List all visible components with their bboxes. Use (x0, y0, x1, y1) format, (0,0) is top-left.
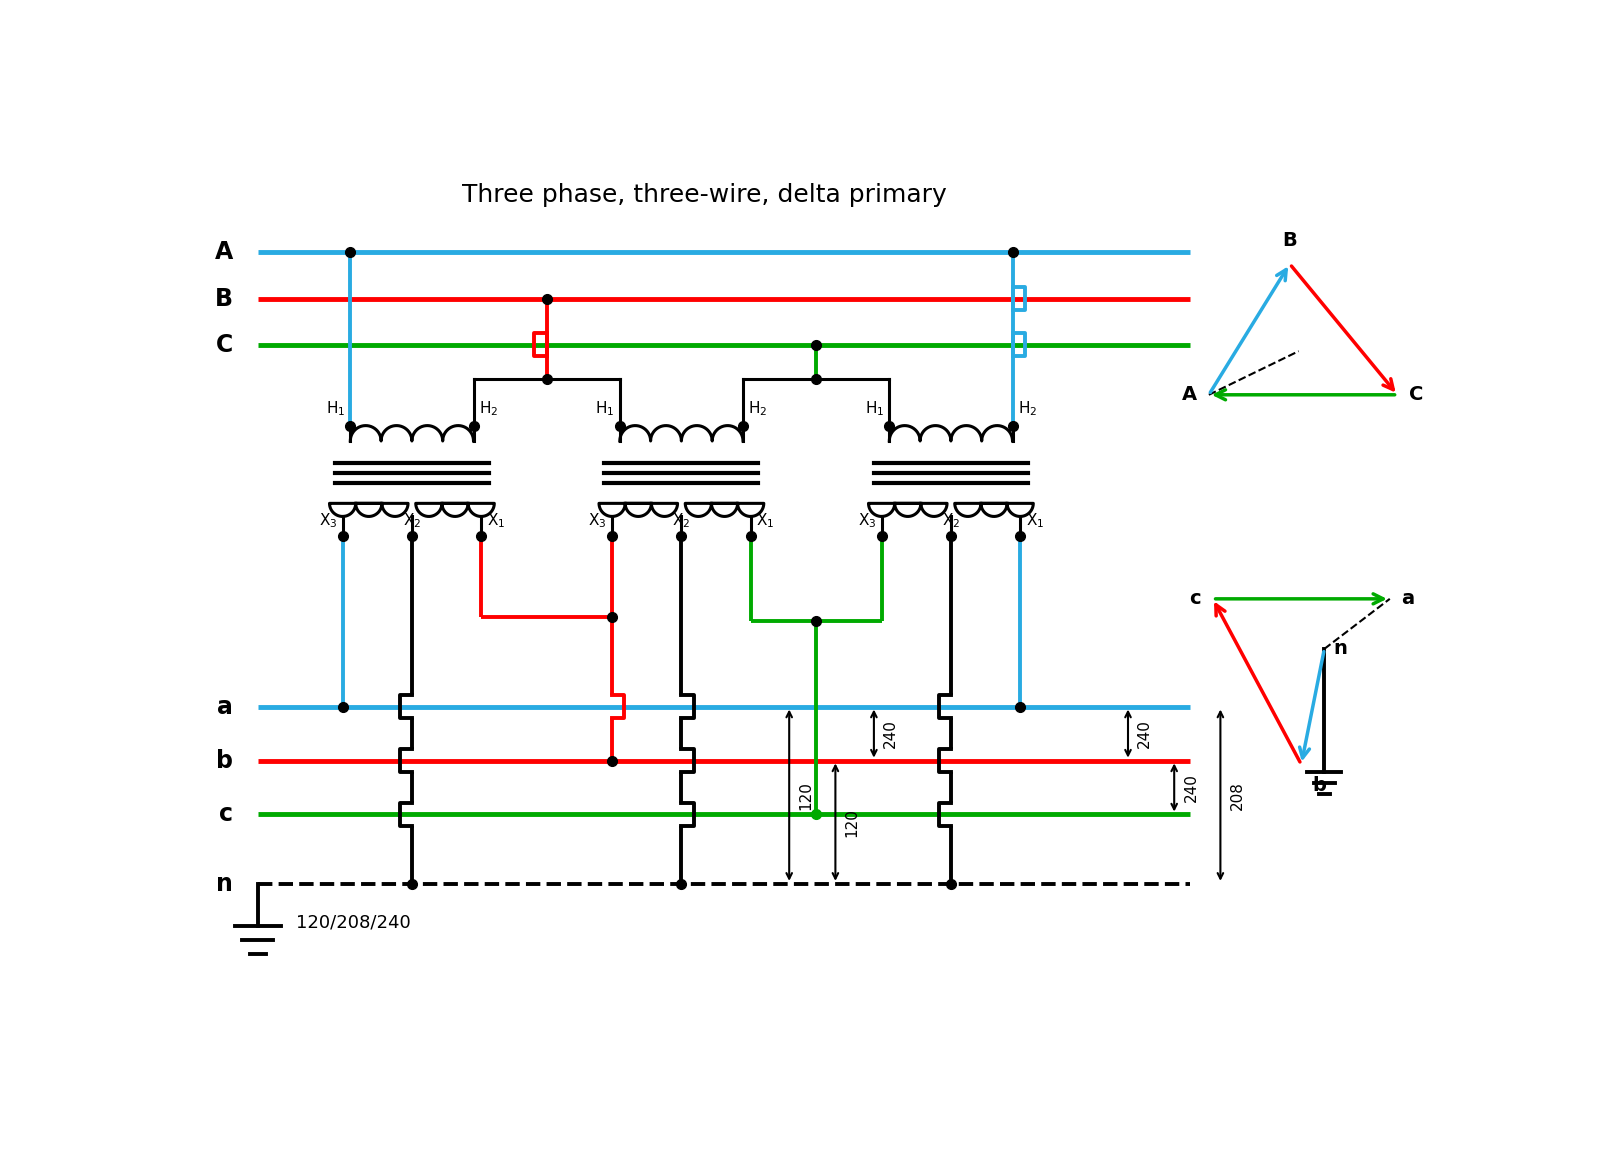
Text: a: a (218, 695, 234, 718)
Text: X$_1$: X$_1$ (1026, 511, 1043, 529)
Text: H$_1$: H$_1$ (864, 399, 883, 417)
Text: X$_3$: X$_3$ (858, 511, 877, 529)
Text: C: C (1410, 385, 1424, 405)
Text: 120: 120 (798, 781, 813, 809)
Text: X$_2$: X$_2$ (403, 511, 421, 529)
Text: B: B (1282, 231, 1298, 250)
Text: X$_3$: X$_3$ (318, 511, 338, 529)
Text: H$_2$: H$_2$ (1018, 399, 1037, 417)
Text: 240: 240 (1138, 719, 1152, 749)
Text: X$_2$: X$_2$ (672, 511, 691, 529)
Text: H$_1$: H$_1$ (325, 399, 346, 417)
Text: a: a (1402, 589, 1414, 609)
Text: c: c (219, 802, 234, 827)
Text: n: n (216, 872, 234, 895)
Text: b: b (1314, 775, 1326, 795)
Text: 240: 240 (1184, 773, 1198, 802)
Text: 120: 120 (845, 808, 859, 836)
Text: H$_2$: H$_2$ (478, 399, 498, 417)
Text: Three phase, three-wire, delta primary: Three phase, three-wire, delta primary (462, 183, 947, 206)
Text: X$_3$: X$_3$ (589, 511, 606, 529)
Text: A: A (1182, 385, 1197, 405)
Text: 208: 208 (1230, 781, 1245, 809)
Text: X$_1$: X$_1$ (757, 511, 774, 529)
Text: b: b (216, 749, 234, 773)
Text: B: B (216, 287, 234, 310)
Text: X$_1$: X$_1$ (486, 511, 506, 529)
Text: 120/208/240: 120/208/240 (296, 913, 411, 932)
Text: X$_2$: X$_2$ (942, 511, 960, 529)
Text: H$_2$: H$_2$ (749, 399, 768, 417)
Text: C: C (216, 332, 234, 357)
Text: c: c (1189, 589, 1202, 609)
Text: n: n (1333, 639, 1347, 659)
Text: A: A (214, 240, 234, 265)
Text: 240: 240 (883, 719, 898, 749)
Text: H$_1$: H$_1$ (595, 399, 614, 417)
